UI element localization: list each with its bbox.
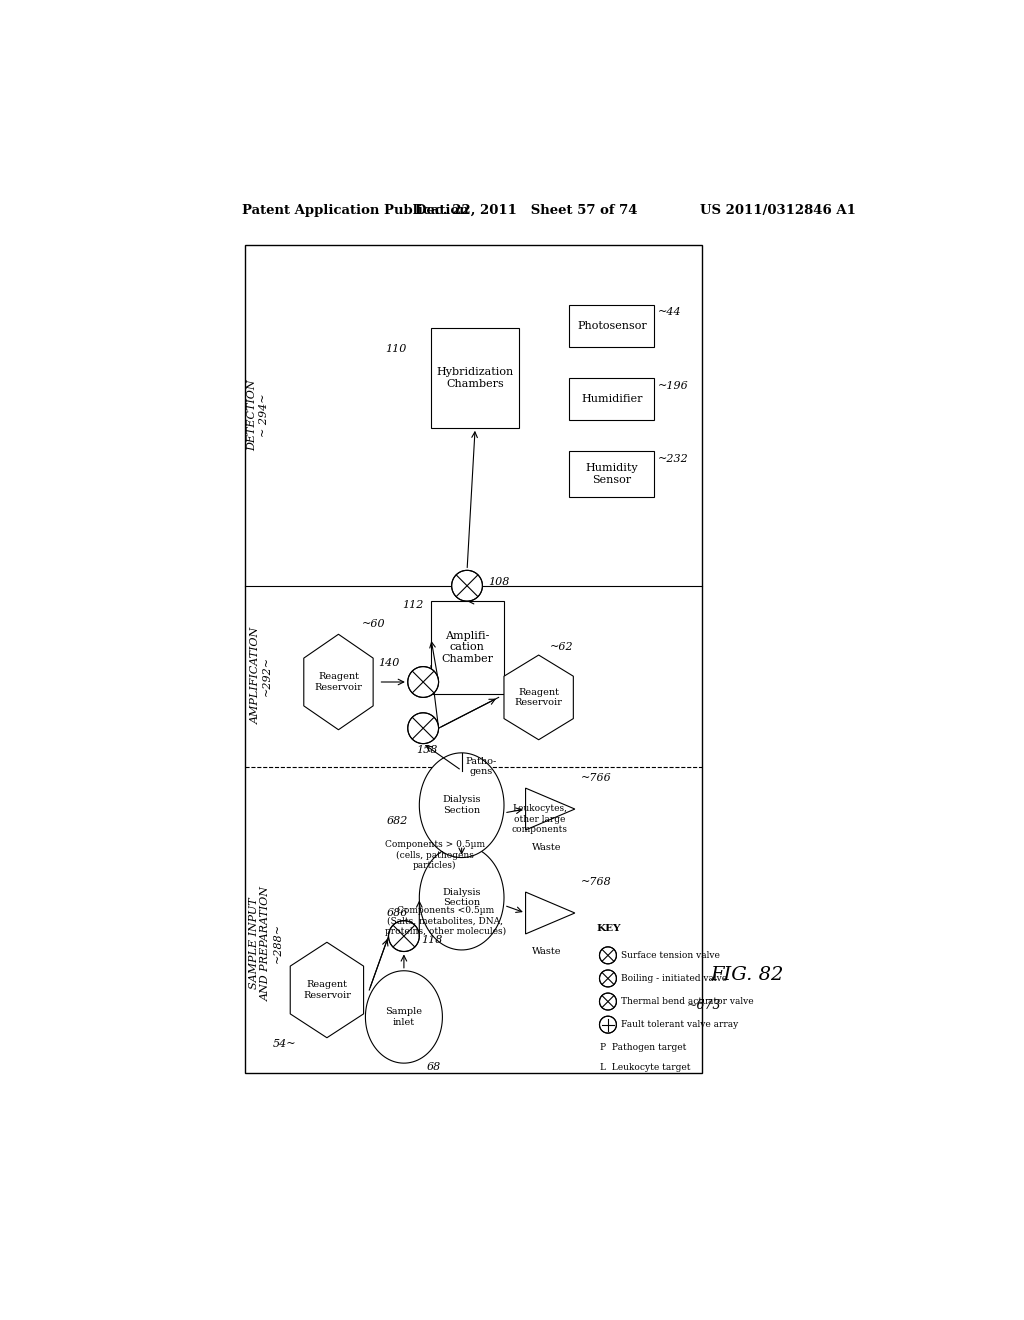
Text: 682: 682 (386, 816, 408, 825)
Text: 112: 112 (401, 601, 423, 610)
Text: ~62: ~62 (550, 643, 573, 652)
Text: Hybridization
Chambers: Hybridization Chambers (436, 367, 514, 388)
Polygon shape (525, 892, 574, 935)
Text: FIG. 82: FIG. 82 (710, 966, 783, 983)
Text: KEY: KEY (596, 924, 621, 933)
Text: Waste: Waste (531, 843, 561, 851)
Bar (431, 601, 504, 693)
Text: 686: 686 (386, 908, 408, 917)
Polygon shape (504, 655, 573, 739)
Text: AMPLIFICATION
~292~: AMPLIFICATION ~292~ (251, 627, 272, 725)
Polygon shape (599, 993, 616, 1010)
Text: Humidity
Sensor: Humidity Sensor (586, 463, 638, 484)
Text: Photosensor: Photosensor (577, 321, 647, 331)
Text: 68: 68 (427, 1063, 441, 1072)
Text: ~196: ~196 (658, 380, 689, 391)
Polygon shape (388, 921, 419, 952)
Polygon shape (408, 713, 438, 743)
Text: Components <0.5µm
(Salts, metabolites, DNA,
proteins, other molecules): Components <0.5µm (Salts, metabolites, D… (385, 906, 506, 936)
Text: P  Pathogen target: P Pathogen target (600, 1043, 687, 1052)
Text: SAMPLE INPUT
AND PREPARATION
~288~: SAMPLE INPUT AND PREPARATION ~288~ (250, 886, 283, 1001)
Polygon shape (525, 788, 574, 830)
Bar (569, 451, 654, 498)
Text: L  Leukocyte target: L Leukocyte target (600, 1063, 691, 1072)
Text: Thermal bend actuator valve: Thermal bend actuator valve (621, 997, 754, 1006)
Text: Surface tension valve: Surface tension valve (621, 950, 720, 960)
Text: 118: 118 (421, 935, 442, 945)
Text: US 2011/0312846 A1: US 2011/0312846 A1 (700, 205, 856, 218)
Text: 108: 108 (488, 577, 510, 587)
Text: Dialysis
Section: Dialysis Section (442, 888, 481, 907)
Text: Dialysis
Section: Dialysis Section (442, 796, 481, 814)
Bar (431, 327, 519, 428)
Polygon shape (599, 1016, 616, 1034)
Text: Waste: Waste (531, 946, 561, 956)
Text: Leukocytes,
other large
components: Leukocytes, other large components (512, 804, 567, 834)
Text: ~673: ~673 (687, 999, 722, 1012)
Text: 140: 140 (379, 657, 400, 668)
Polygon shape (420, 845, 504, 950)
Text: DETECTION
~ 294~: DETECTION ~ 294~ (248, 379, 269, 450)
Text: Patho-
gens: Patho- gens (466, 756, 497, 776)
Bar (245, 244, 701, 1073)
Polygon shape (290, 942, 364, 1038)
Polygon shape (599, 946, 616, 964)
Text: ~766: ~766 (581, 774, 611, 783)
Text: ~232: ~232 (658, 454, 689, 463)
Bar (569, 305, 654, 347)
Text: 54~: 54~ (272, 1039, 296, 1049)
Text: ~768: ~768 (581, 878, 611, 887)
Text: Reagent
Reservoir: Reagent Reservoir (314, 672, 362, 692)
Polygon shape (420, 752, 504, 858)
Polygon shape (599, 970, 616, 987)
Bar (569, 378, 654, 420)
Polygon shape (366, 970, 442, 1063)
Text: Humidifier: Humidifier (581, 395, 643, 404)
Text: 110: 110 (385, 345, 407, 354)
Text: Components > 0.5µm
(cells, pathogens
particles): Components > 0.5µm (cells, pathogens par… (385, 841, 484, 870)
Text: ~44: ~44 (658, 308, 682, 317)
Text: Reagent
Reservoir: Reagent Reservoir (303, 981, 351, 999)
Polygon shape (304, 635, 373, 730)
Text: Dec. 22, 2011   Sheet 57 of 74: Dec. 22, 2011 Sheet 57 of 74 (416, 205, 638, 218)
Text: 158: 158 (417, 744, 437, 755)
Text: ~60: ~60 (361, 619, 385, 630)
Text: Patent Application Publication: Patent Application Publication (243, 205, 469, 218)
Text: Boiling - initiated valve: Boiling - initiated valve (621, 974, 727, 983)
Text: Fault tolerant valve array: Fault tolerant valve array (621, 1020, 738, 1030)
Text: Amplifi-
cation
Chamber: Amplifi- cation Chamber (441, 631, 494, 664)
Polygon shape (452, 570, 482, 601)
Text: Reagent
Reservoir: Reagent Reservoir (515, 688, 562, 708)
Polygon shape (408, 667, 438, 697)
Text: Sample
inlet: Sample inlet (385, 1007, 423, 1027)
